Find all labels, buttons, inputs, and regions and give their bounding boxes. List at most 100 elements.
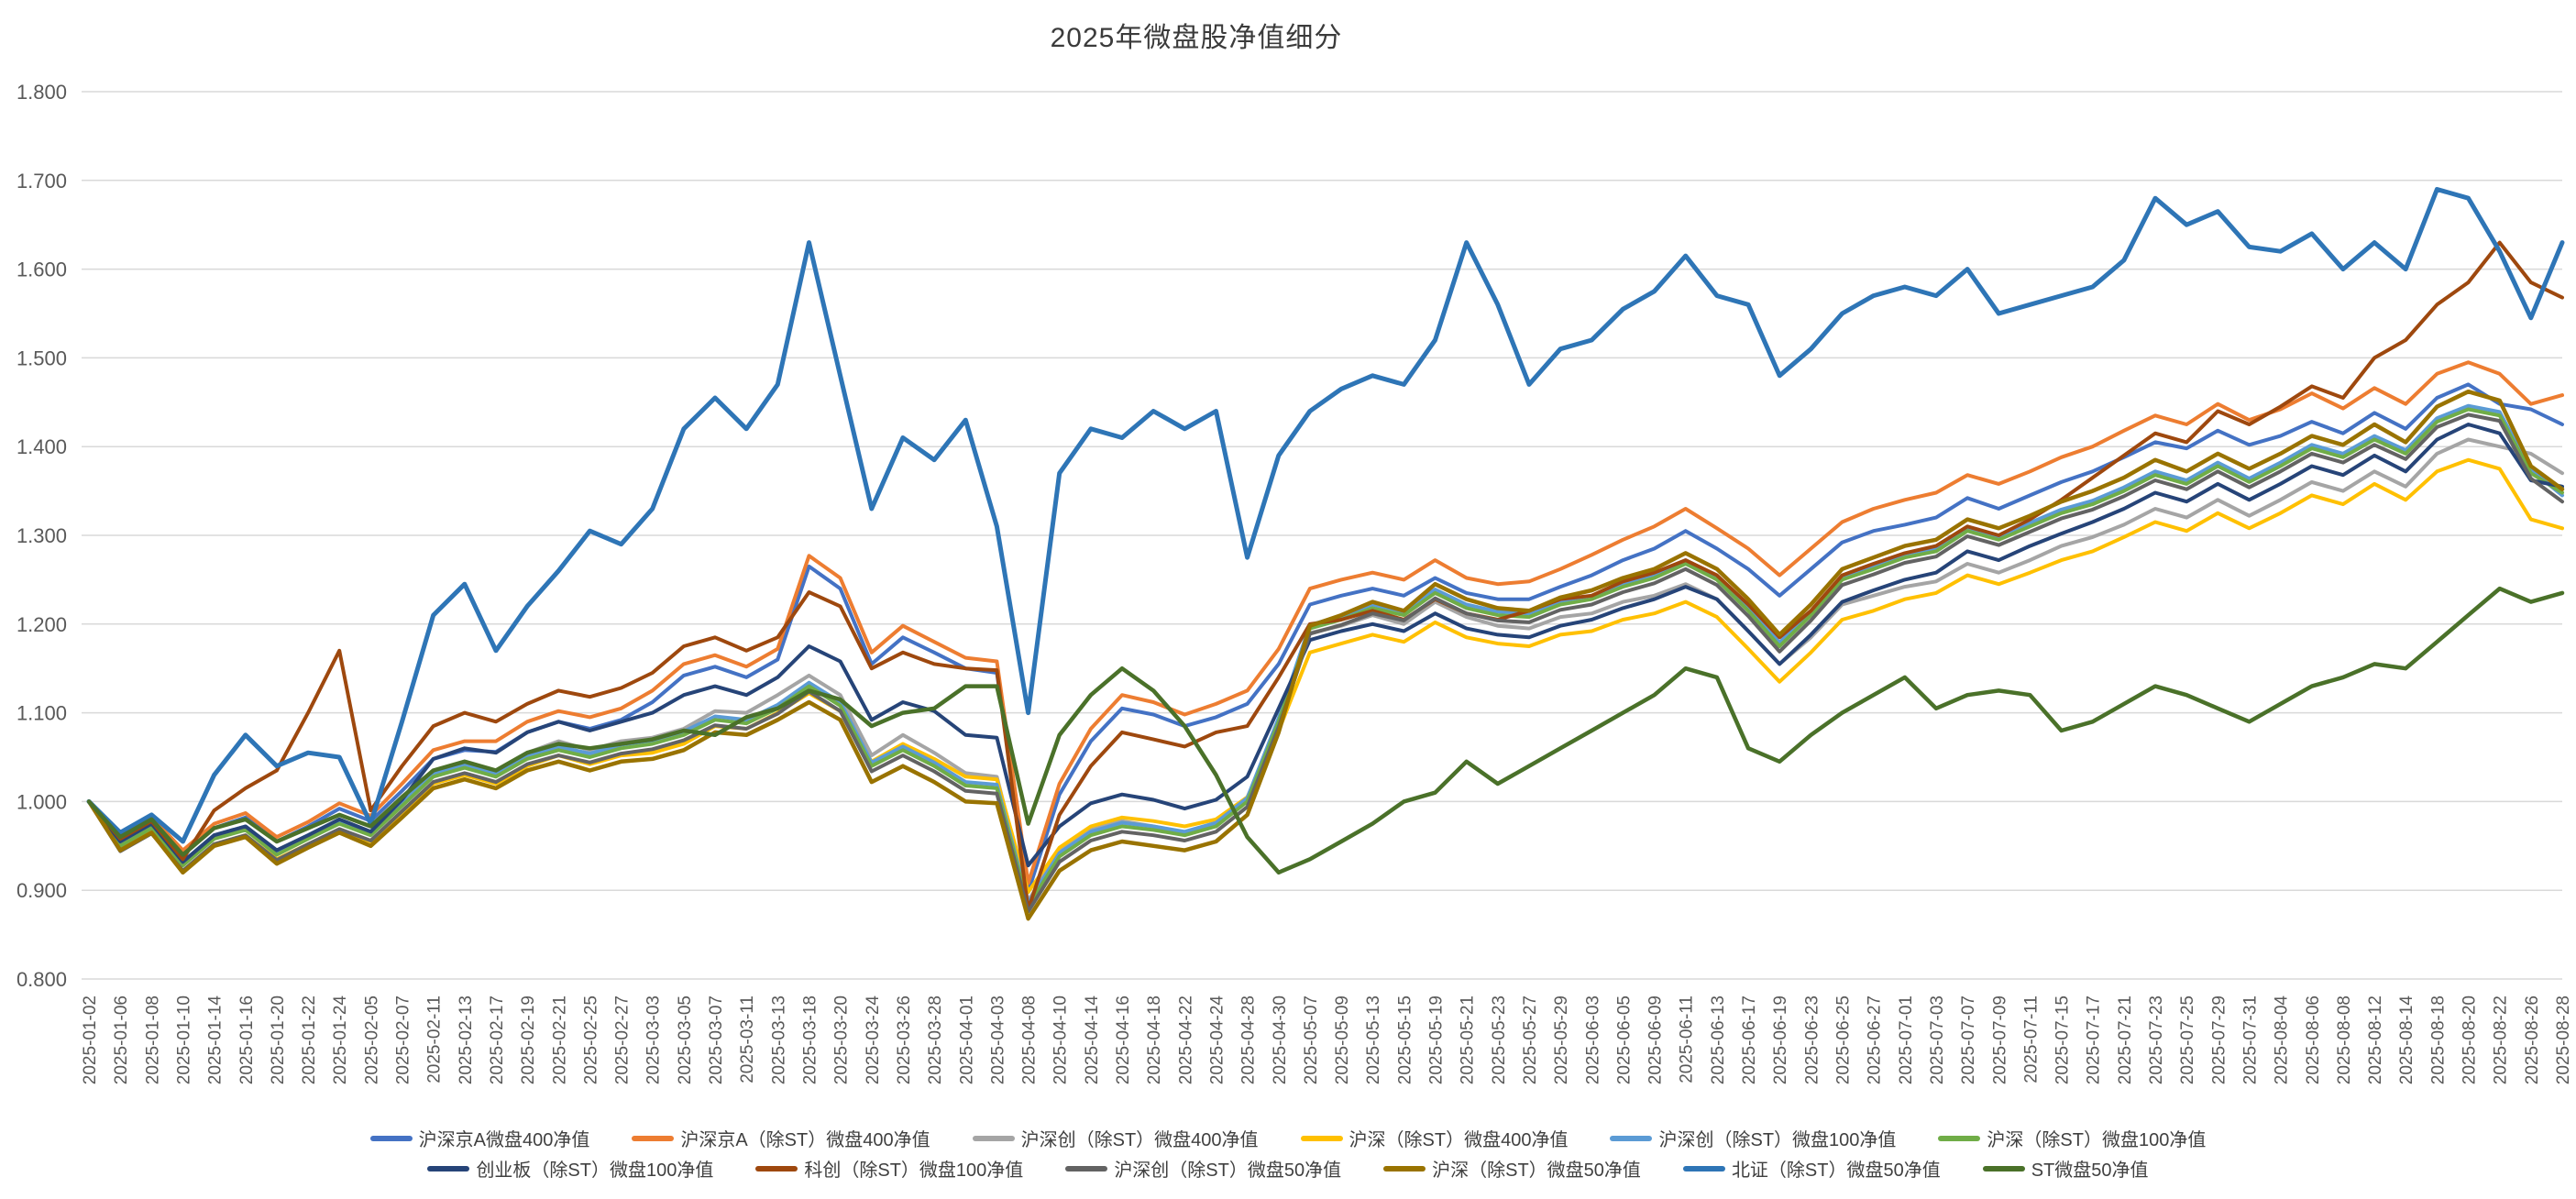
- x-tick-label: 2025-06-23: [1802, 996, 1822, 1084]
- x-tick-label: 2025-04-08: [1020, 996, 1040, 1084]
- y-tick-label: 1.700: [17, 170, 67, 192]
- legend-label: ST微盘50净值: [2031, 1160, 2149, 1181]
- x-tick-label: 2025-04-10: [1051, 996, 1071, 1084]
- x-tick-label: 2025-06-03: [1583, 996, 1602, 1084]
- y-tick-label: 1.200: [17, 613, 67, 636]
- x-tick-label: 2025-01-24: [331, 996, 350, 1085]
- series-line-7: [87, 240, 2564, 912]
- series-line-0: [87, 382, 2564, 895]
- x-tick-label: 2025-06-17: [1740, 996, 1759, 1084]
- legend-swatch-icon: [427, 1165, 470, 1172]
- legend-swatch-icon: [632, 1135, 675, 1141]
- x-tick-label: 2025-07-07: [1959, 996, 1978, 1084]
- x-tick-label: 2025-04-22: [1176, 996, 1195, 1084]
- x-tick-label: 2025-06-13: [1709, 996, 1728, 1084]
- y-tick-label: 1.500: [17, 346, 67, 369]
- y-tick-label: 1.100: [17, 702, 67, 725]
- x-tick-label: 2025-02-27: [613, 996, 633, 1084]
- x-tick-label: 2025-05-23: [1490, 996, 1509, 1084]
- legend-item-4: 沪深创（除ST）微盘100净值: [1610, 1125, 1896, 1151]
- x-tick-label: 2025-03-13: [769, 996, 788, 1084]
- legend-swatch-icon: [1682, 1165, 1725, 1172]
- legend-label: 沪深（除ST）微盘400净值: [1349, 1130, 1569, 1150]
- chart-legend: 沪深京A微盘400净值 沪深京A（除ST）微盘400净值 沪深创（除ST）微盘400…: [0, 1124, 2576, 1182]
- x-tick-label: 2025-03-28: [926, 996, 945, 1084]
- x-tick-label: 2025-08-14: [2397, 996, 2416, 1085]
- x-tick-label: 2025-02-25: [581, 996, 600, 1084]
- legend-item-10: 北证（除ST）微盘50净值: [1682, 1155, 1941, 1182]
- x-tick-label: 2025-06-11: [1678, 996, 1697, 1084]
- x-tick-label: 2025-03-24: [864, 996, 883, 1085]
- x-tick-label: 2025-08-04: [2273, 996, 2292, 1085]
- x-tick-label: 2025-02-21: [550, 996, 569, 1084]
- x-tick-label: 2025-02-13: [457, 996, 476, 1084]
- x-tick-label: 2025-05-21: [1459, 996, 1478, 1084]
- y-axis-labels: 1.800 1.700 1.600 1.500 1.400 1.300 1.200 1.100…: [17, 81, 67, 991]
- y-tick-label: 1.800: [17, 81, 67, 104]
- x-tick-label: 2025-03-11: [738, 996, 757, 1084]
- x-tick-label: 2025-05-13: [1364, 996, 1383, 1084]
- x-tick-label: 2025-01-14: [206, 996, 226, 1085]
- x-tick-label: 2025-02-19: [519, 996, 538, 1084]
- y-tick-label: 0.800: [17, 968, 67, 991]
- legend-item-3: 沪深（除ST）微盘400净值: [1300, 1125, 1569, 1151]
- x-tick-label: 2025-02-17: [488, 996, 507, 1084]
- x-tick-label: 2025-01-10: [174, 996, 193, 1084]
- series-line-2: [87, 437, 2564, 903]
- x-tick-label: 2025-08-18: [2428, 996, 2448, 1084]
- legend-item-0: 沪深京A微盘400净值: [369, 1125, 589, 1151]
- x-tick-label: 2025-07-15: [2053, 996, 2073, 1084]
- legend-item-9: 沪深（除ST）微盘50净值: [1383, 1155, 1641, 1182]
- legend-label: 沪深创（除ST）微盘50净值: [1114, 1160, 1342, 1181]
- x-tick-label: 2025-07-01: [1897, 996, 1916, 1084]
- x-tick-label: 2025-03-26: [895, 996, 914, 1084]
- x-tick-label: 2025-01-22: [300, 996, 319, 1084]
- x-tick-label: 2025-08-20: [2460, 996, 2480, 1084]
- legend-row-1: 沪深京A微盘400净值 沪深京A（除ST）微盘400净值 沪深创（除ST）微盘400…: [369, 1124, 2206, 1152]
- x-tick-label: 2025-02-07: [394, 996, 413, 1084]
- x-tick-label: 2025-01-06: [112, 996, 131, 1084]
- chart-title: 2025年微盘股净值细分: [1050, 23, 1343, 53]
- series-line-3: [87, 457, 2564, 895]
- x-axis-labels: 2025-01-02 2025-01-06 2025-01-08 2025-01-10…: [81, 996, 2573, 1085]
- legend-item-6: 创业板（除ST）微盘100净值: [427, 1155, 713, 1182]
- x-tick-label: 2025-01-16: [237, 996, 257, 1084]
- legend-label: 科创（除ST）微盘100净值: [804, 1160, 1024, 1181]
- legend-swatch-icon: [1383, 1165, 1426, 1172]
- legend-label: 北证（除ST）微盘50净值: [1731, 1160, 1941, 1181]
- x-tick-label: 2025-04-18: [1145, 996, 1164, 1084]
- legend-label: 沪深（除ST）微盘50净值: [1432, 1160, 1641, 1181]
- x-tick-label: 2025-07-17: [2085, 996, 2104, 1084]
- x-tick-label: 2025-05-19: [1427, 996, 1447, 1084]
- x-tick-label: 2025-04-24: [1207, 996, 1227, 1085]
- x-tick-label: 2025-03-07: [707, 996, 726, 1084]
- series-line-6: [87, 423, 2564, 868]
- x-tick-label: 2025-04-14: [1083, 996, 1102, 1085]
- x-tick-label: 2025-05-29: [1552, 996, 1571, 1084]
- series-line-11: [86, 586, 2565, 875]
- x-tick-label: 2025-05-15: [1395, 996, 1415, 1084]
- legend-label: 创业板（除ST）微盘100净值: [476, 1160, 714, 1181]
- series-lines: [86, 187, 2565, 921]
- x-tick-label: 2025-03-03: [644, 996, 664, 1084]
- gridlines: [82, 91, 2562, 980]
- legend-item-1: 沪深京A（除ST）微盘400净值: [632, 1125, 930, 1151]
- y-tick-label: 0.900: [17, 879, 67, 902]
- x-tick-label: 2025-07-03: [1928, 996, 1947, 1084]
- x-tick-label: 2025-07-21: [2116, 996, 2135, 1084]
- x-tick-label: 2025-07-23: [2147, 996, 2166, 1084]
- legend-item-11: ST微盘50净值: [1982, 1155, 2149, 1182]
- x-tick-label: 2025-02-11: [425, 996, 445, 1084]
- x-tick-label: 2025-01-08: [143, 996, 162, 1084]
- x-tick-label: 2025-07-25: [2178, 996, 2197, 1084]
- legend-label: 沪深创（除ST）微盘100净值: [1658, 1130, 1897, 1150]
- legend-swatch-icon: [1300, 1135, 1343, 1141]
- x-tick-label: 2025-08-26: [2523, 996, 2542, 1084]
- x-tick-label: 2025-06-09: [1646, 996, 1666, 1084]
- legend-swatch-icon: [369, 1135, 413, 1141]
- series-line-1: [87, 360, 2564, 886]
- series-line-10: [86, 187, 2565, 844]
- legend-item-8: 沪深创（除ST）微盘50净值: [1065, 1155, 1341, 1182]
- x-tick-label: 2025-08-08: [2335, 996, 2354, 1084]
- x-tick-label: 2025-03-20: [832, 996, 852, 1084]
